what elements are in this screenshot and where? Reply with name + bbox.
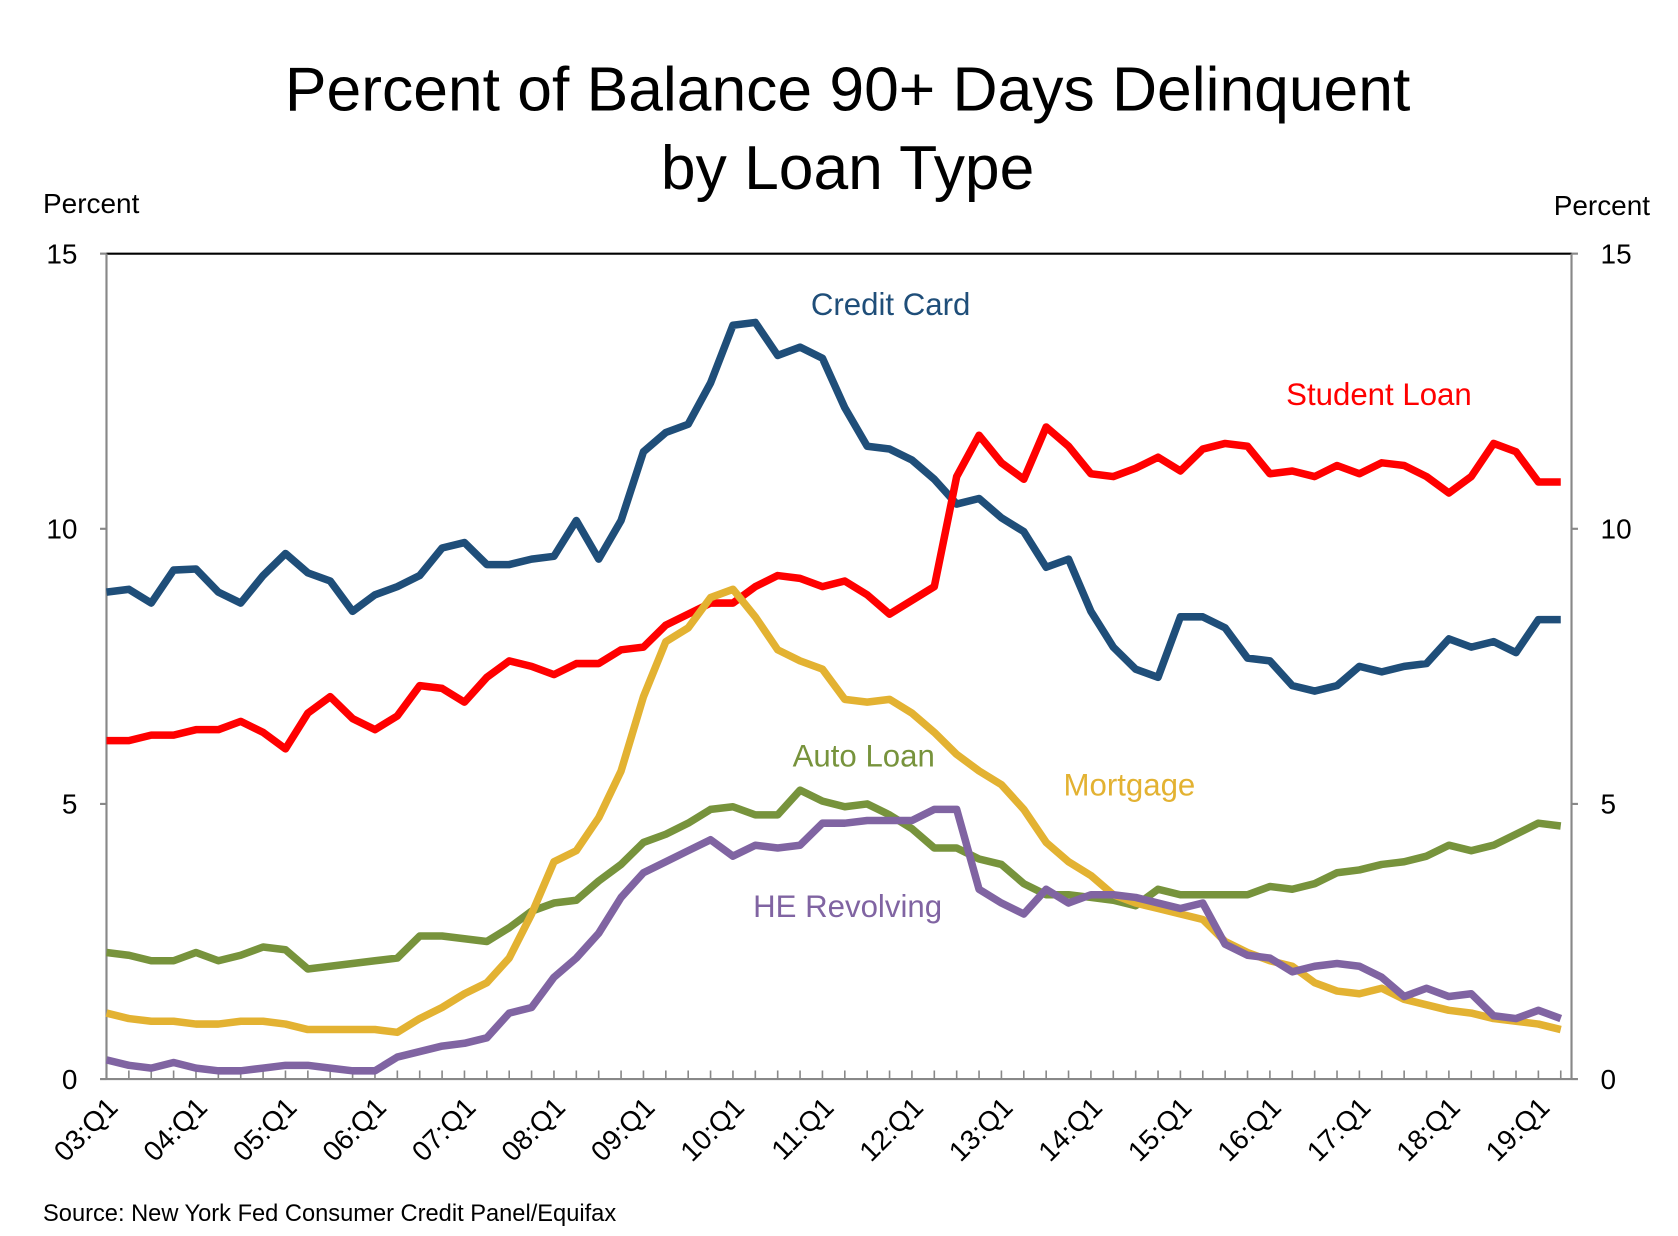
y-axis-label-right: Percent	[1554, 190, 1651, 221]
x-tick-label: 06:Q1	[316, 1092, 392, 1168]
x-tick-label: 09:Q1	[585, 1092, 661, 1168]
y-tick-label-right: 15	[1601, 238, 1632, 269]
series-line-auto-loan	[106, 786, 1562, 973]
x-tick-label: 04:Q1	[137, 1092, 213, 1168]
y-tick-label-left: 15	[46, 238, 77, 269]
y-axis-label-left: Percent	[43, 188, 140, 219]
series-label-credit-card: Credit Card	[811, 287, 970, 322]
chart-title-line-2: by Loan Type	[661, 134, 1034, 203]
series-lines	[105, 318, 1563, 1075]
series-label-auto-loan: Auto Loan	[793, 738, 935, 773]
y-tick-label-right: 5	[1601, 789, 1617, 820]
x-tick-label: 19:Q1	[1480, 1092, 1556, 1168]
series-label-he-revolving: HE Revolving	[753, 889, 942, 924]
y-tick-label-left: 0	[62, 1064, 78, 1095]
series-label-student-loan: Student Loan	[1286, 377, 1472, 412]
x-tick-label: 08:Q1	[495, 1092, 571, 1168]
x-tick-label: 12:Q1	[853, 1092, 929, 1168]
x-tick-label: 05:Q1	[227, 1092, 303, 1168]
series-labels: Credit Card Student Loan Auto Loan Mortgage…	[753, 287, 1472, 924]
x-tick-label: 10:Q1	[674, 1092, 750, 1168]
series-line-student-loan	[106, 423, 1561, 753]
x-tick-label: 13:Q1	[943, 1092, 1019, 1168]
series-line-credit-card	[106, 318, 1561, 695]
x-tick-label: 07:Q1	[406, 1092, 482, 1168]
x-tick-label: 11:Q1	[765, 1092, 839, 1166]
chart-title-line-1: Percent of Balance 90+ Days Delinquent	[285, 56, 1410, 125]
y-tick-label-right: 10	[1601, 513, 1632, 544]
x-tick-label: 03:Q1	[48, 1092, 124, 1168]
x-tick-label: 15:Q1	[1122, 1092, 1198, 1168]
series-line-mortgage	[105, 585, 1562, 1037]
source-note: Source: New York Fed Consumer Credit Pan…	[43, 1201, 616, 1227]
y-tick-label-left: 5	[62, 789, 78, 820]
series-label-mortgage: Mortgage	[1064, 767, 1196, 802]
x-tick-label: 16:Q1	[1211, 1092, 1287, 1168]
series-line-he-revolving	[105, 805, 1563, 1075]
y-tick-label-left: 10	[46, 513, 77, 544]
x-tick-label: 18:Q1	[1390, 1092, 1466, 1168]
x-tick-label: 17:Q1	[1301, 1092, 1377, 1168]
x-tick-label: 14:Q1	[1032, 1092, 1108, 1168]
y-tick-label-right: 0	[1601, 1064, 1617, 1095]
